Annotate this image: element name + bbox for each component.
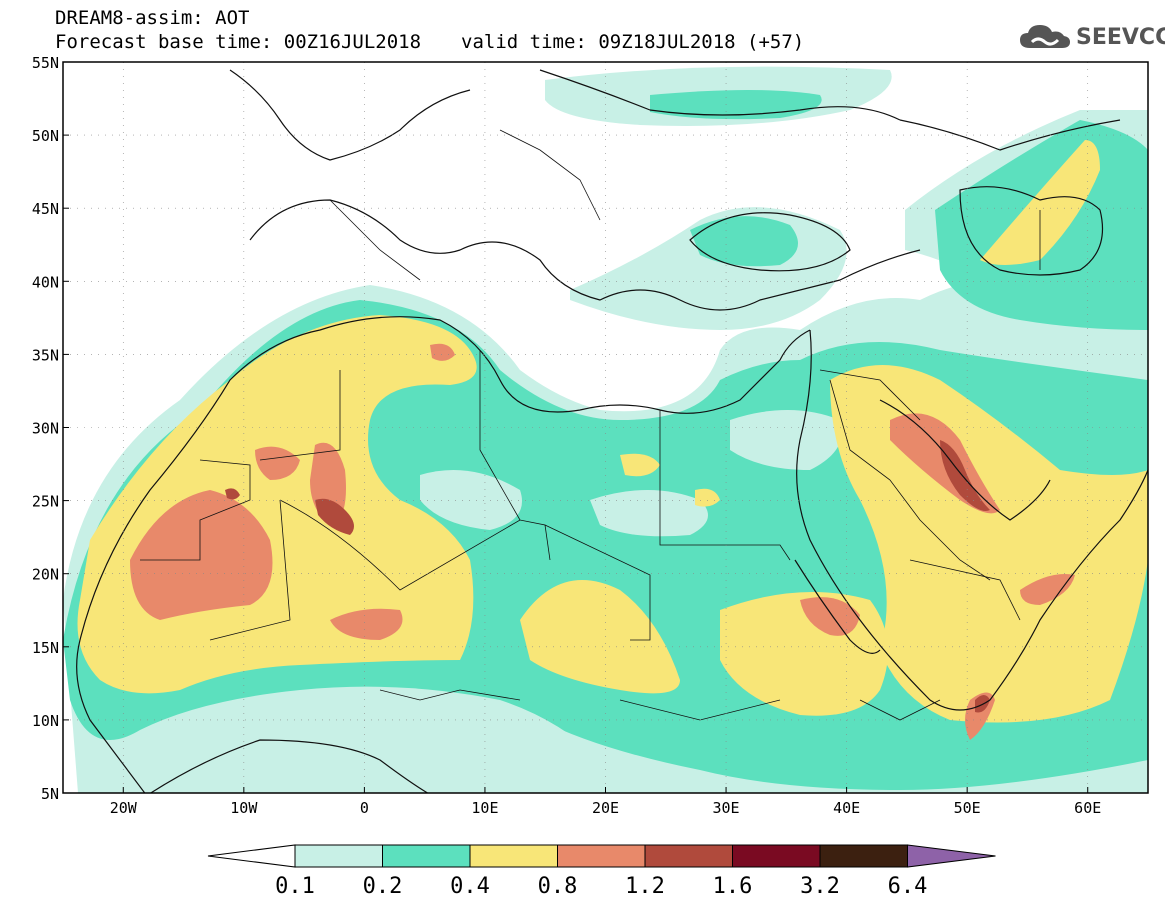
- lat-label: 25N: [32, 493, 59, 511]
- colorbar-level-label: 0.4: [450, 874, 490, 899]
- lon-label: 40E: [833, 799, 860, 817]
- colorbar-level-label: 1.2: [625, 874, 665, 899]
- colorbar-segment: [382, 844, 471, 868]
- lat-label: 55N: [32, 54, 59, 72]
- logo-text: SEEVCCC: [1076, 24, 1165, 50]
- colorbar-over-triangle: [907, 844, 996, 868]
- seevccc-logo: SEEVCCC: [1018, 22, 1165, 52]
- lon-label: 20W: [110, 799, 138, 817]
- colorbar: [207, 844, 996, 868]
- colorbar-segment: [557, 844, 646, 868]
- lon-label: 30E: [713, 799, 740, 817]
- base-time: Forecast base time: 00Z16JUL2018: [55, 31, 422, 53]
- lat-label: 40N: [32, 273, 59, 291]
- lon-label: 10E: [471, 799, 498, 817]
- lat-label: 35N: [32, 346, 59, 364]
- product-title: DREAM8-assim: AOT: [55, 7, 250, 29]
- longitude-labels: 20W 10W 0 10E 20E 30E 40E 50E 60E: [110, 787, 1101, 817]
- lon-label: 20E: [592, 799, 619, 817]
- colorbar-under-triangle: [207, 844, 296, 868]
- colorbar-level-label: 3.2: [800, 874, 840, 899]
- colorbar-segment: [732, 844, 821, 868]
- coastlines: [76, 69, 1148, 793]
- lat-label: 30N: [32, 420, 59, 438]
- colorbar-level-label: 6.4: [888, 874, 928, 899]
- lon-label: 50E: [954, 799, 981, 817]
- colorbar-segment: [644, 844, 733, 868]
- country-borders: [140, 129, 1041, 721]
- lon-label: 60E: [1074, 799, 1101, 817]
- colorbar-level-label: 0.1: [275, 874, 315, 899]
- colorbar-segment: [469, 844, 558, 868]
- colorbar-segment: [819, 844, 908, 868]
- valid-time: valid time: 09Z18JUL2018 (+57): [461, 31, 805, 53]
- latitude-labels: 55N 50N 45N 40N 35N 30N 25N 20N 15N 10N 5N: [32, 54, 69, 803]
- colorbar-level-label: 0.8: [538, 874, 578, 899]
- colorbar-level-label: 1.6: [713, 874, 753, 899]
- lon-label: 0: [360, 799, 369, 817]
- lat-label: 10N: [32, 712, 59, 730]
- graticule: [63, 62, 1148, 793]
- lat-label: 20N: [32, 566, 59, 584]
- lat-label: 5N: [41, 785, 59, 803]
- lat-label: 50N: [32, 127, 59, 145]
- cloud-icon: [1020, 25, 1070, 48]
- map-title: DREAM8-assim: AOT Forecast base time: 00…: [55, 6, 804, 54]
- colorbar-labels: 0.1 0.2 0.4 0.8 1.2 1.6 3.2 6.4: [275, 874, 927, 899]
- lat-label: 45N: [32, 200, 59, 218]
- lon-label: 10W: [230, 799, 258, 817]
- colorbar-level-label: 0.2: [363, 874, 403, 899]
- colorbar-segment: [294, 844, 383, 868]
- aot-field-01-inner: [300, 410, 842, 760]
- lat-label: 15N: [32, 639, 59, 657]
